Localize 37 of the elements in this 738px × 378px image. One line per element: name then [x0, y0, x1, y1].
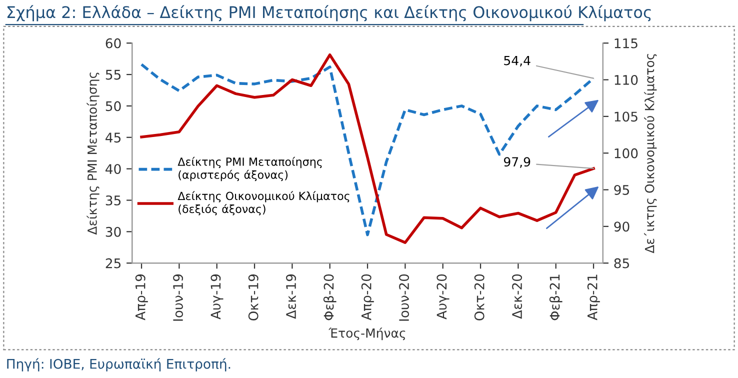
- y-tick-label: 45: [106, 132, 121, 143]
- x-tick-label: Αυγ-19: [210, 274, 224, 320]
- y-tick-label: 40: [106, 164, 121, 174]
- x-tick-label: Απρ-19: [135, 274, 148, 320]
- data-label: 97,9: [504, 157, 530, 168]
- y-tick-label: 50: [106, 101, 121, 112]
- y2-tick-label: 90: [614, 222, 630, 232]
- data-label: 54,4: [504, 56, 530, 67]
- text: Πηγή: ΙΟΒΕ, Ευρωπαϊκή Επιτροπή.: [7, 358, 230, 372]
- y-tick-label: 35: [106, 195, 121, 206]
- y2-tick-label: 110: [614, 74, 638, 85]
- x-tick-label: Δεκ-19: [286, 274, 296, 319]
- chart-title: Σχήμα 2: Ελλάδα – Δείκτης PMI Μεταποίησης και Δείκτης Οικονομικού Κλίματος: [7, 5, 651, 22]
- y2-tick-label: 95: [614, 184, 629, 195]
- y2-tick-label: 100: [614, 148, 638, 158]
- x-tick-label: Δεκ-20: [512, 274, 522, 319]
- y2-tick-label: 105: [614, 112, 638, 122]
- y2-tick-label: 115: [614, 38, 638, 48]
- y-tick-label: 55: [106, 70, 121, 80]
- y2-tick-label: 85: [614, 258, 629, 268]
- x-tick-label: Απρ-21: [587, 274, 600, 320]
- y-tick-label: 25: [106, 258, 121, 268]
- y2-axis-title: Δε΄ικτης Οικονομικού Κλίματος: [644, 54, 657, 254]
- y-tick-label: 60: [106, 38, 121, 48]
- x-tick-label: Ιουν-19: [173, 274, 184, 321]
- legend-label: Δείκτης Οικονομικού Κλίματος (δεξιός άξονας): [178, 191, 350, 216]
- x-tick-label: Ιουν-20: [399, 274, 410, 321]
- x-tick-label: Φεβ-20: [323, 274, 336, 320]
- x-axis-title: Έτος-Μήνας: [328, 328, 406, 340]
- y-axis-title: Δείκτης PMI Μεταποίησης: [86, 72, 100, 235]
- x-tick-label: Αυγ-20: [436, 274, 450, 320]
- x-tick-label: Οκτ-20: [474, 274, 484, 320]
- y-tick-label: 30: [106, 226, 121, 237]
- x-tick-label: Φεβ-21: [549, 274, 562, 320]
- legend-label: Δείκτης PMI Μεταποίησης (αριστερός άξονας): [178, 156, 322, 182]
- x-tick-label: Απρ-20: [361, 274, 374, 320]
- x-tick-label: Οκτ-19: [248, 274, 258, 320]
